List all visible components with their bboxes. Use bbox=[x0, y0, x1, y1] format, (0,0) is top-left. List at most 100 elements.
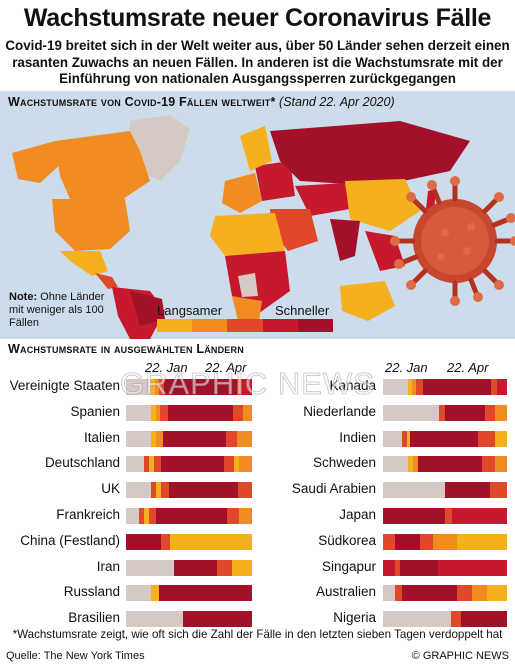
country-growth-bar bbox=[383, 430, 507, 447]
date-start-left: 22. Jan bbox=[145, 360, 188, 375]
bar-segment bbox=[231, 559, 252, 576]
virus-illustration bbox=[390, 176, 515, 306]
bar-segment bbox=[243, 404, 252, 421]
bar-segment bbox=[420, 533, 433, 550]
bar-segment bbox=[151, 585, 159, 602]
bar-segment bbox=[148, 456, 154, 473]
bar-segment bbox=[168, 482, 239, 499]
country-label: Nigeria bbox=[333, 610, 376, 626]
bar-segment bbox=[432, 533, 458, 550]
bar-segment bbox=[236, 430, 252, 447]
bar-segment bbox=[170, 533, 252, 550]
country-label: Frankreich bbox=[56, 507, 120, 522]
map-canada bbox=[55, 131, 150, 201]
bar-segment bbox=[225, 430, 237, 447]
country-label: Singapur bbox=[321, 558, 376, 574]
bar-segment bbox=[234, 456, 240, 473]
bar-segment bbox=[151, 430, 157, 447]
bar-segment bbox=[395, 585, 402, 602]
bar-segment bbox=[416, 379, 423, 395]
bar-segment bbox=[156, 508, 227, 524]
bar-segment bbox=[158, 585, 252, 602]
bar-segment bbox=[216, 559, 232, 576]
bar-segment bbox=[126, 585, 152, 602]
country-growth-bar bbox=[126, 611, 252, 628]
bar-segment bbox=[410, 430, 479, 447]
country-growth-bar bbox=[126, 379, 252, 395]
bar-segment bbox=[411, 379, 417, 395]
bar-segment bbox=[494, 456, 507, 473]
country-label: Indien bbox=[339, 429, 376, 445]
world-map-panel: Wachstumsrate von Covid-19 Fällen weltwe… bbox=[0, 91, 515, 339]
bar-segment bbox=[484, 404, 495, 421]
legend-swatch bbox=[262, 319, 298, 332]
bar-segment bbox=[126, 611, 183, 628]
legend-swatch bbox=[157, 319, 193, 332]
map-note-text: Ohne Länder mit weniger als 100 Fällen bbox=[9, 291, 105, 329]
map-heading: Wachstumsrate von Covid-19 Fällen weltwe… bbox=[8, 95, 395, 109]
bar-segment bbox=[401, 430, 407, 447]
bar-segment bbox=[445, 482, 490, 499]
bar-segment bbox=[494, 430, 507, 447]
country-growth-bar bbox=[383, 482, 507, 499]
bar-segment bbox=[153, 456, 162, 473]
country-growth-bar bbox=[383, 585, 507, 602]
bar-segment bbox=[151, 404, 157, 421]
map-note-label: Note: bbox=[9, 291, 38, 303]
country-growth-bar bbox=[383, 533, 507, 550]
legend-swatch bbox=[227, 319, 263, 332]
map-africa-gray bbox=[238, 273, 258, 297]
bar-segment bbox=[383, 404, 439, 421]
bar-segment bbox=[239, 456, 252, 473]
bar-segment bbox=[162, 430, 226, 447]
bar-segment bbox=[126, 533, 162, 550]
bar-segment bbox=[156, 404, 160, 421]
country-growth-bar bbox=[383, 508, 507, 524]
country-label: China (Festland) bbox=[20, 532, 120, 548]
bar-segment bbox=[406, 430, 411, 447]
bar-segment bbox=[151, 379, 155, 395]
country-growth-bar bbox=[383, 559, 507, 576]
bar-segment bbox=[438, 404, 445, 421]
country-growth-bar bbox=[383, 456, 507, 473]
bar-segment bbox=[494, 404, 507, 421]
bar-segment bbox=[182, 611, 252, 628]
bar-segment bbox=[143, 456, 149, 473]
bar-segment bbox=[126, 508, 139, 524]
bar-segment bbox=[236, 379, 242, 395]
world-map bbox=[12, 115, 515, 339]
bar-segment bbox=[444, 404, 485, 421]
bar-segment bbox=[126, 379, 152, 395]
bar-segment bbox=[383, 611, 452, 628]
bar-segment bbox=[143, 508, 149, 524]
bar-segment bbox=[452, 508, 507, 524]
country-growth-bar bbox=[383, 404, 507, 421]
bar-segment bbox=[238, 482, 252, 499]
bar-segment bbox=[395, 533, 421, 550]
bar-segment bbox=[490, 379, 498, 395]
bar-segment bbox=[163, 379, 237, 395]
map-note: Note: Ohne Länder mit weniger als 100 Fä… bbox=[9, 291, 119, 330]
map-scandinavia bbox=[240, 126, 272, 171]
country-label: Spanien bbox=[70, 403, 120, 419]
bar-segment bbox=[478, 430, 495, 447]
bar-segment bbox=[161, 456, 225, 473]
country-label: Schweden bbox=[312, 455, 376, 471]
country-label: Iran bbox=[96, 558, 120, 574]
map-africa-north bbox=[210, 213, 285, 256]
map-usa bbox=[52, 199, 130, 251]
bar-segment bbox=[226, 508, 240, 524]
credit: © GRAPHIC NEWS bbox=[411, 650, 509, 662]
country-label: Deutschland bbox=[44, 455, 120, 471]
bar-segment bbox=[383, 456, 408, 473]
bar-segment bbox=[461, 611, 507, 628]
country-growth-bar bbox=[126, 559, 252, 576]
bar-segment bbox=[148, 508, 157, 524]
country-label: Saudi Arabien bbox=[291, 481, 376, 497]
country-growth-bar bbox=[126, 533, 252, 550]
bar-segment bbox=[138, 508, 144, 524]
bar-segment bbox=[126, 456, 144, 473]
country-growth-bar bbox=[383, 379, 507, 395]
bar-segment bbox=[445, 508, 453, 524]
country-label: Vereinigte Staaten bbox=[9, 378, 120, 393]
